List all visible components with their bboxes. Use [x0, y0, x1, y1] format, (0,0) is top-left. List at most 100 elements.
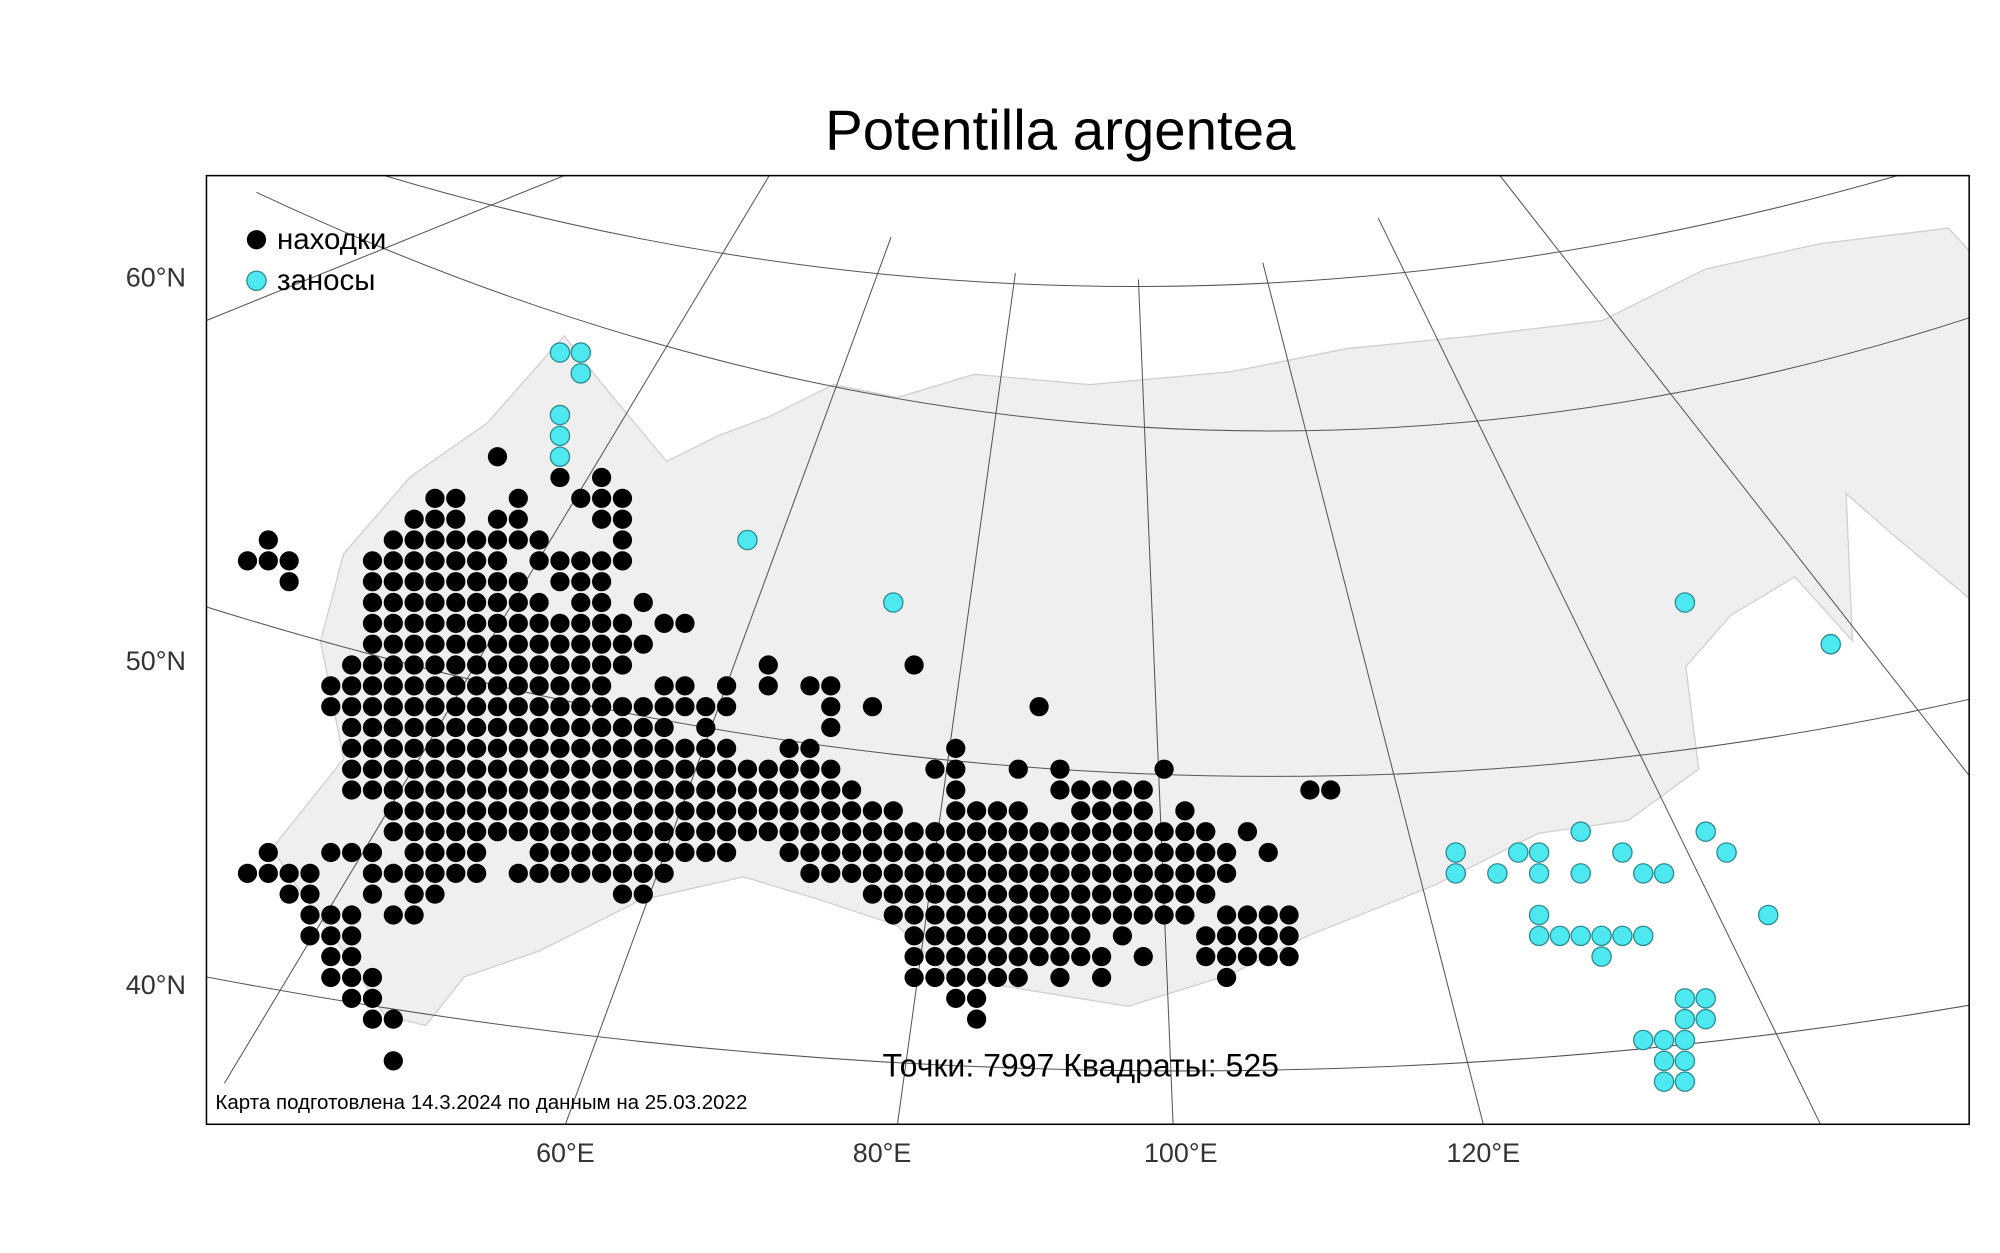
record-dot: [612, 551, 633, 571]
record-dot: [1050, 780, 1070, 800]
record-dot: [383, 697, 403, 717]
record-dot: [1091, 863, 1112, 883]
record-dot: [571, 863, 591, 883]
record-dot: [946, 801, 966, 821]
record-dot: [279, 863, 299, 883]
record-dot: [321, 842, 341, 863]
introduction-dot: [1487, 863, 1508, 884]
record-dot: [717, 697, 737, 717]
record-dot: [612, 717, 633, 738]
record-dot: [1071, 780, 1091, 800]
record-dot: [571, 613, 591, 633]
record-dot: [1154, 759, 1174, 779]
record-dot: [362, 572, 383, 592]
record-dot: [1258, 842, 1278, 863]
record-dot: [383, 738, 403, 758]
record-dot: [487, 676, 508, 696]
record-dot: [592, 551, 612, 571]
record-dot: [1258, 926, 1278, 946]
record-dot: [925, 863, 945, 883]
record-dot: [633, 801, 653, 821]
record-dot: [362, 697, 383, 717]
record-dot: [675, 613, 695, 633]
record-dot: [383, 717, 403, 738]
record-dot: [321, 947, 341, 967]
record-dot: [529, 738, 549, 758]
record-dot: [883, 863, 903, 883]
record-dot: [571, 634, 591, 654]
record-dot: [446, 697, 466, 717]
record-dot: [612, 884, 633, 904]
legend-marker: [246, 230, 267, 250]
legend-label: находки: [277, 223, 386, 256]
record-dot: [383, 780, 403, 800]
record-dot: [737, 759, 758, 779]
record-dot: [717, 780, 737, 800]
introduction-dot: [549, 446, 571, 467]
record-dot: [425, 863, 445, 883]
graticule: [384, 175, 1898, 288]
record-dot: [966, 842, 987, 863]
record-dot: [675, 780, 695, 800]
record-dot: [1050, 863, 1070, 883]
record-dot: [592, 759, 612, 779]
record-dot: [425, 801, 445, 821]
introduction-dot: [1653, 1050, 1675, 1072]
record-dot: [508, 863, 528, 883]
record-dot: [467, 634, 487, 654]
record-dot: [1279, 947, 1299, 967]
record-dot: [362, 988, 383, 1008]
record-dot: [654, 822, 674, 842]
record-dot: [821, 822, 841, 842]
record-dot: [966, 884, 987, 904]
record-dot: [946, 967, 966, 988]
record-dot: [1154, 822, 1174, 842]
record-dot: [925, 822, 945, 842]
record-dot: [800, 822, 820, 842]
record-dot: [571, 780, 591, 800]
record-dot: [467, 863, 487, 883]
record-dot: [362, 655, 383, 675]
record-dot: [425, 738, 445, 758]
record-dot: [758, 801, 778, 821]
record-dot: [508, 572, 528, 592]
record-dot: [571, 738, 591, 758]
introduction-dot: [1674, 1008, 1696, 1030]
record-dot: [654, 759, 674, 779]
record-dot: [550, 759, 570, 779]
record-dot: [529, 655, 549, 675]
lon-label: 120°E: [1446, 1138, 1520, 1168]
record-dot: [446, 634, 466, 654]
record-dot: [550, 613, 570, 633]
record-dot: [966, 822, 987, 842]
record-dot: [779, 801, 799, 821]
record-dot: [571, 676, 591, 696]
record-dot: [1071, 905, 1091, 925]
record-dot: [717, 738, 737, 758]
record-dot: [925, 884, 945, 904]
introduction-dot: [1632, 863, 1654, 884]
record-dot: [612, 842, 633, 863]
record-dot: [883, 905, 903, 925]
record-dot: [696, 738, 716, 758]
record-dot: [571, 592, 591, 613]
record-dot: [633, 592, 653, 613]
record-dot: [1050, 759, 1070, 779]
record-dot: [1091, 947, 1112, 967]
record-dot: [467, 822, 487, 842]
graticule: [1377, 217, 1821, 1125]
record-dot: [508, 738, 528, 758]
record-dot: [404, 884, 424, 904]
record-dot: [946, 759, 966, 779]
record-dot: [404, 676, 424, 696]
record-dot: [1196, 947, 1216, 967]
record-dot: [1008, 863, 1028, 883]
record-dot: [1321, 780, 1341, 800]
record-dot: [987, 905, 1008, 925]
record-dot: [425, 822, 445, 842]
record-dot: [404, 801, 424, 821]
record-dot: [508, 697, 528, 717]
record-dot: [529, 592, 549, 613]
record-dot: [571, 842, 591, 863]
